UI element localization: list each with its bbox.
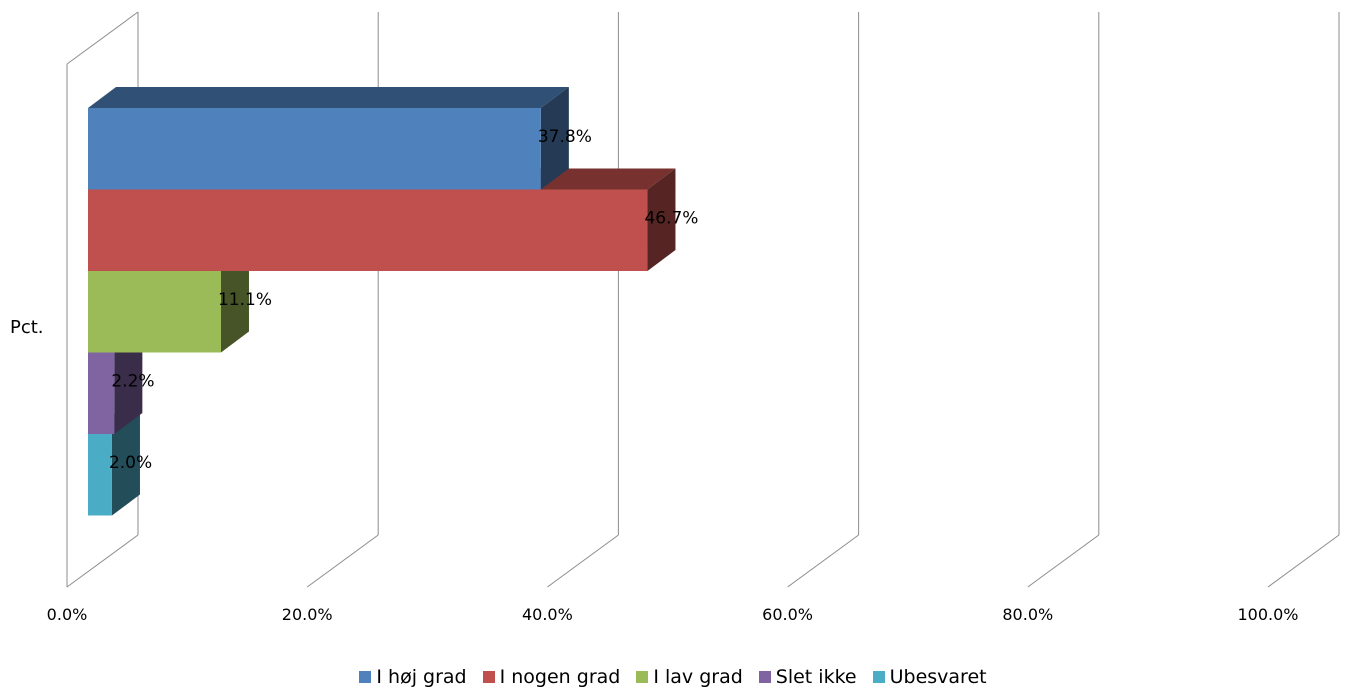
bar-top-face	[88, 87, 569, 108]
legend-item: Slet ikke	[758, 666, 857, 688]
legend-label: Slet ikke	[775, 666, 857, 688]
data-label: 37.8%	[538, 127, 592, 147]
data-label: 46.7%	[644, 209, 698, 229]
bar-front-face	[88, 271, 221, 353]
x-tick-label: 20.0%	[282, 605, 333, 624]
legend-item: I lav grad	[636, 666, 743, 688]
legend-item: I nogen grad	[482, 666, 621, 688]
floor-gridline	[1267, 534, 1340, 588]
data-label: 11.1%	[218, 290, 272, 310]
bar-front-face	[88, 189, 648, 271]
bar-i-høj-grad	[88, 87, 569, 190]
legend-swatch	[758, 671, 771, 683]
bar-side-face	[114, 331, 143, 434]
floor-gridline	[1027, 534, 1100, 588]
x-tick-label: 100.0%	[1237, 605, 1298, 624]
bar-side-face	[647, 168, 676, 271]
legend-label: I nogen grad	[499, 666, 621, 688]
floor-gridline	[547, 534, 619, 588]
bar-side-face	[111, 413, 140, 516]
floor-gridline	[306, 534, 379, 588]
legend: I høj grad I nogen grad I lav grad Slet ikk…	[0, 666, 1346, 688]
bar-front-face	[88, 108, 541, 190]
legend-label: I lav grad	[653, 666, 743, 688]
bar-side-face	[540, 87, 569, 190]
gridlines	[66, 11, 1340, 588]
x-tick-label: 80.0%	[1002, 605, 1053, 624]
bars	[88, 87, 676, 516]
bar-front-face	[88, 434, 112, 516]
x-tick-label: 0.0%	[47, 605, 88, 624]
legend-swatch	[636, 671, 649, 683]
x-tick-label: 60.0%	[762, 605, 813, 624]
left-wall-top-edge	[66, 11, 139, 65]
data-label: 2.0%	[109, 453, 152, 473]
legend-swatch	[482, 671, 495, 683]
category-label: Pct.	[10, 317, 44, 338]
legend-label: Ubesvaret	[889, 666, 987, 688]
legend-item: Ubesvaret	[872, 666, 987, 688]
legend-swatch	[359, 671, 372, 683]
bar-front-face	[88, 352, 115, 434]
floor-gridline	[66, 534, 139, 588]
bar-slet-ikke	[88, 331, 143, 434]
bar-chart: 0.0% 20.0% 40.0% 60.0% 80.0% 100.0% Pct. 37.8% 4…	[10, 11, 1340, 624]
legend-label: I høj grad	[376, 666, 467, 688]
data-label: 2.2%	[111, 372, 154, 392]
legend-item: I høj grad	[359, 666, 467, 688]
bar-side-face	[220, 250, 249, 353]
floor-gridline	[787, 534, 859, 588]
legend-swatch	[872, 671, 885, 683]
x-tick-label: 40.0%	[522, 605, 573, 624]
